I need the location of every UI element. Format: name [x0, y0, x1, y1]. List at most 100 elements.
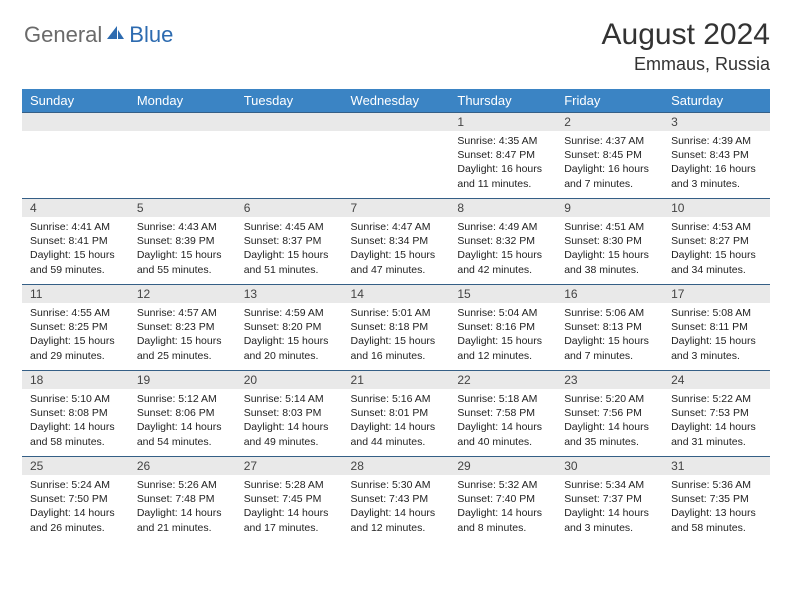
day-number	[22, 112, 129, 131]
daylight-text-1: Daylight: 15 hours	[244, 248, 335, 262]
daylight-text-2: and 59 minutes.	[30, 263, 121, 277]
calendar-body: 1Sunrise: 4:35 AMSunset: 8:47 PMDaylight…	[22, 112, 770, 542]
sunrise-text: Sunrise: 5:22 AM	[671, 392, 762, 406]
calendar-week-row: 18Sunrise: 5:10 AMSunset: 8:08 PMDayligh…	[22, 370, 770, 456]
daylight-text-2: and 21 minutes.	[137, 521, 228, 535]
sunrise-text: Sunrise: 5:14 AM	[244, 392, 335, 406]
day-number: 1	[449, 112, 556, 131]
sunset-text: Sunset: 8:06 PM	[137, 406, 228, 420]
daylight-text-1: Daylight: 15 hours	[457, 334, 548, 348]
calendar-cell	[129, 112, 236, 198]
daylight-text-1: Daylight: 14 hours	[30, 506, 121, 520]
calendar-cell: 1Sunrise: 4:35 AMSunset: 8:47 PMDaylight…	[449, 112, 556, 198]
calendar-cell: 11Sunrise: 4:55 AMSunset: 8:25 PMDayligh…	[22, 284, 129, 370]
daylight-text-2: and 42 minutes.	[457, 263, 548, 277]
calendar-cell: 26Sunrise: 5:26 AMSunset: 7:48 PMDayligh…	[129, 456, 236, 542]
calendar-cell: 31Sunrise: 5:36 AMSunset: 7:35 PMDayligh…	[663, 456, 770, 542]
daylight-text-1: Daylight: 14 hours	[30, 420, 121, 434]
day-details: Sunrise: 4:57 AMSunset: 8:23 PMDaylight:…	[129, 303, 236, 365]
day-number: 28	[343, 456, 450, 475]
sunrise-text: Sunrise: 5:20 AM	[564, 392, 655, 406]
daylight-text-2: and 54 minutes.	[137, 435, 228, 449]
daylight-text-2: and 31 minutes.	[671, 435, 762, 449]
day-details: Sunrise: 5:10 AMSunset: 8:08 PMDaylight:…	[22, 389, 129, 451]
sunrise-text: Sunrise: 4:51 AM	[564, 220, 655, 234]
sunrise-text: Sunrise: 5:34 AM	[564, 478, 655, 492]
location: Emmaus, Russia	[602, 54, 770, 75]
day-details: Sunrise: 4:37 AMSunset: 8:45 PMDaylight:…	[556, 131, 663, 193]
calendar-cell: 13Sunrise: 4:59 AMSunset: 8:20 PMDayligh…	[236, 284, 343, 370]
daylight-text-1: Daylight: 14 hours	[457, 506, 548, 520]
day-number: 5	[129, 198, 236, 217]
day-number: 31	[663, 456, 770, 475]
calendar-week-row: 4Sunrise: 4:41 AMSunset: 8:41 PMDaylight…	[22, 198, 770, 284]
sunrise-text: Sunrise: 4:43 AM	[137, 220, 228, 234]
calendar-week-row: 11Sunrise: 4:55 AMSunset: 8:25 PMDayligh…	[22, 284, 770, 370]
day-details: Sunrise: 5:28 AMSunset: 7:45 PMDaylight:…	[236, 475, 343, 537]
sunset-text: Sunset: 8:39 PM	[137, 234, 228, 248]
sunset-text: Sunset: 8:18 PM	[351, 320, 442, 334]
day-number: 29	[449, 456, 556, 475]
month-year: August 2024	[602, 18, 770, 52]
daylight-text-1: Daylight: 14 hours	[244, 506, 335, 520]
calendar-cell: 9Sunrise: 4:51 AMSunset: 8:30 PMDaylight…	[556, 198, 663, 284]
daylight-text-1: Daylight: 14 hours	[137, 420, 228, 434]
calendar-cell: 12Sunrise: 4:57 AMSunset: 8:23 PMDayligh…	[129, 284, 236, 370]
calendar-cell: 16Sunrise: 5:06 AMSunset: 8:13 PMDayligh…	[556, 284, 663, 370]
calendar-cell: 15Sunrise: 5:04 AMSunset: 8:16 PMDayligh…	[449, 284, 556, 370]
sunset-text: Sunset: 7:35 PM	[671, 492, 762, 506]
sunrise-text: Sunrise: 5:32 AM	[457, 478, 548, 492]
day-number: 11	[22, 284, 129, 303]
daylight-text-2: and 20 minutes.	[244, 349, 335, 363]
logo-sail-icon	[105, 24, 125, 47]
header: General Blue August 2024 Emmaus, Russia	[22, 18, 770, 75]
day-details: Sunrise: 5:14 AMSunset: 8:03 PMDaylight:…	[236, 389, 343, 451]
calendar-cell: 8Sunrise: 4:49 AMSunset: 8:32 PMDaylight…	[449, 198, 556, 284]
calendar-cell: 19Sunrise: 5:12 AMSunset: 8:06 PMDayligh…	[129, 370, 236, 456]
sunrise-text: Sunrise: 5:12 AM	[137, 392, 228, 406]
sunset-text: Sunset: 7:53 PM	[671, 406, 762, 420]
sunset-text: Sunset: 8:34 PM	[351, 234, 442, 248]
daylight-text-1: Daylight: 15 hours	[30, 248, 121, 262]
calendar-cell	[22, 112, 129, 198]
sunrise-text: Sunrise: 4:45 AM	[244, 220, 335, 234]
logo: General Blue	[24, 22, 173, 48]
sunrise-text: Sunrise: 5:08 AM	[671, 306, 762, 320]
sunset-text: Sunset: 8:11 PM	[671, 320, 762, 334]
day-number: 8	[449, 198, 556, 217]
calendar-cell: 17Sunrise: 5:08 AMSunset: 8:11 PMDayligh…	[663, 284, 770, 370]
day-details: Sunrise: 5:24 AMSunset: 7:50 PMDaylight:…	[22, 475, 129, 537]
day-number: 7	[343, 198, 450, 217]
daylight-text-1: Daylight: 15 hours	[351, 248, 442, 262]
sunset-text: Sunset: 8:01 PM	[351, 406, 442, 420]
weekday-header: Tuesday	[236, 89, 343, 112]
calendar-cell: 25Sunrise: 5:24 AMSunset: 7:50 PMDayligh…	[22, 456, 129, 542]
day-details: Sunrise: 4:47 AMSunset: 8:34 PMDaylight:…	[343, 217, 450, 279]
calendar-cell: 4Sunrise: 4:41 AMSunset: 8:41 PMDaylight…	[22, 198, 129, 284]
daylight-text-2: and 51 minutes.	[244, 263, 335, 277]
day-number: 21	[343, 370, 450, 389]
day-number: 27	[236, 456, 343, 475]
calendar-cell: 3Sunrise: 4:39 AMSunset: 8:43 PMDaylight…	[663, 112, 770, 198]
day-details: Sunrise: 4:51 AMSunset: 8:30 PMDaylight:…	[556, 217, 663, 279]
sunset-text: Sunset: 8:32 PM	[457, 234, 548, 248]
day-details: Sunrise: 4:49 AMSunset: 8:32 PMDaylight:…	[449, 217, 556, 279]
day-details: Sunrise: 5:20 AMSunset: 7:56 PMDaylight:…	[556, 389, 663, 451]
daylight-text-2: and 17 minutes.	[244, 521, 335, 535]
day-details: Sunrise: 4:45 AMSunset: 8:37 PMDaylight:…	[236, 217, 343, 279]
sunset-text: Sunset: 8:23 PM	[137, 320, 228, 334]
sunrise-text: Sunrise: 4:35 AM	[457, 134, 548, 148]
daylight-text-1: Daylight: 14 hours	[137, 506, 228, 520]
day-number	[343, 112, 450, 131]
daylight-text-2: and 29 minutes.	[30, 349, 121, 363]
sunrise-text: Sunrise: 4:49 AM	[457, 220, 548, 234]
daylight-text-1: Daylight: 15 hours	[564, 334, 655, 348]
daylight-text-2: and 12 minutes.	[351, 521, 442, 535]
sunset-text: Sunset: 7:56 PM	[564, 406, 655, 420]
daylight-text-1: Daylight: 15 hours	[671, 334, 762, 348]
sunrise-text: Sunrise: 4:47 AM	[351, 220, 442, 234]
day-number: 4	[22, 198, 129, 217]
weekday-header: Sunday	[22, 89, 129, 112]
day-details: Sunrise: 5:08 AMSunset: 8:11 PMDaylight:…	[663, 303, 770, 365]
sunrise-text: Sunrise: 5:06 AM	[564, 306, 655, 320]
